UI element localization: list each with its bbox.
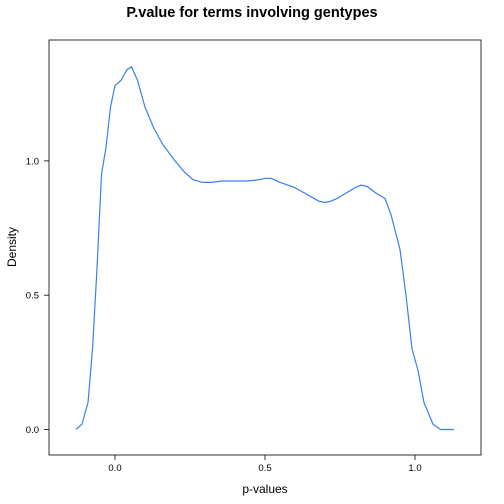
y-tick-label: 0.5 xyxy=(26,291,39,302)
y-tick-label: 0.0 xyxy=(26,425,39,436)
series-layer xyxy=(75,66,454,431)
chart-title: P.value for terms involving gentypes xyxy=(126,5,377,21)
y-axis: 0.0 0.5 1.0 xyxy=(26,156,49,436)
y-tick-label: 1.0 xyxy=(26,156,39,167)
x-tick-label: 0.0 xyxy=(108,463,121,474)
y-axis-label: Density xyxy=(5,227,19,267)
x-axis-label: p-values xyxy=(242,482,287,496)
x-axis: 0.0 0.5 1.0 xyxy=(108,455,422,474)
density-line xyxy=(75,66,454,431)
x-tick-label: 1.0 xyxy=(408,463,421,474)
plot-frame xyxy=(48,39,482,456)
x-tick-label: 0.5 xyxy=(258,463,271,474)
